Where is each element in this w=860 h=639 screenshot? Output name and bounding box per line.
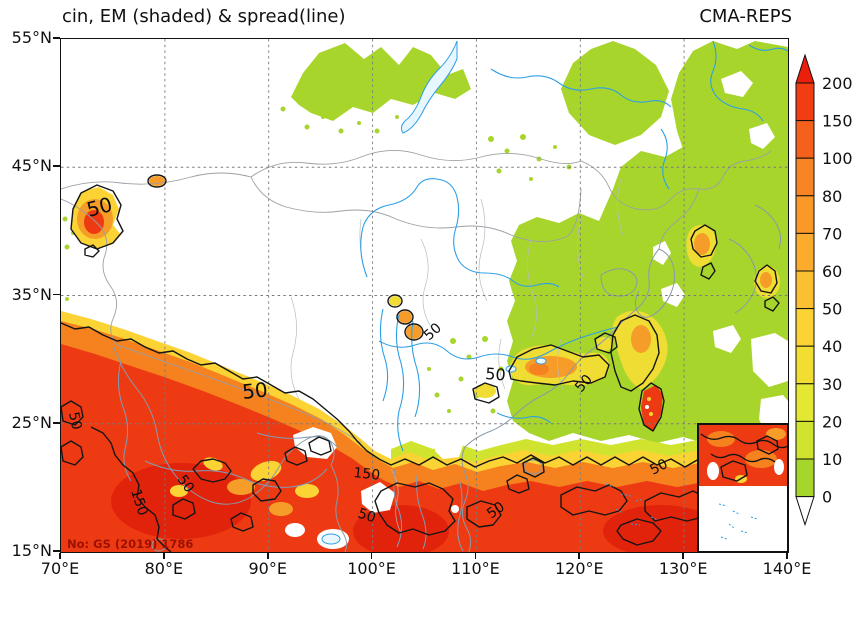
contour-label: 150	[127, 487, 150, 517]
lon-tick-label: 80°E	[144, 559, 184, 578]
lon-tick-label: 120°E	[554, 559, 604, 578]
contour-label: 50	[356, 506, 378, 527]
axis-tick	[53, 421, 60, 424]
contour-label: 150	[353, 465, 381, 484]
colorbar-segment	[795, 157, 815, 197]
colorbar-tick-label: 30	[822, 375, 842, 394]
colorbar-tick-label: 150	[822, 112, 853, 131]
colorbar-tick-label: 40	[822, 337, 842, 356]
axis-tick	[53, 165, 60, 168]
axis-tick	[53, 293, 60, 296]
shading-south-layer	[61, 311, 788, 552]
init-time-block: 2026040206 + 036h 2026040214 + 036h	[64, 580, 273, 639]
colorbar-segment	[795, 458, 815, 498]
contour-label: 50	[65, 411, 84, 432]
island-dashes	[605, 483, 659, 526]
lat-tick-label: 35°N	[11, 284, 52, 304]
rivers-layer	[117, 40, 788, 552]
colorbar-segment	[795, 383, 815, 422]
axis-tick	[163, 553, 165, 559]
axis-tick	[59, 553, 61, 559]
lon-tick-label: 140°E	[762, 559, 812, 578]
lat-tick-label: 55°N	[11, 28, 52, 47]
colorbar-tick-label: 0	[822, 488, 832, 507]
lon-tick-label: 110°E	[451, 559, 500, 578]
colorbar-tick-label: 100	[822, 149, 853, 168]
colorbar-segment	[795, 82, 815, 122]
colorbar-segment	[795, 120, 815, 159]
colorbar-over-arrow	[795, 53, 815, 84]
contour-label: 50	[421, 320, 445, 344]
shading-blobs-layer	[71, 176, 780, 431]
colorbar-tick-label: 50	[822, 300, 842, 319]
axis-tick	[474, 553, 477, 559]
contours-layer	[61, 174, 788, 552]
colorbar-tick-label: 200	[822, 74, 853, 93]
model-label: CMA-REPS	[699, 6, 792, 27]
axis-tick	[53, 37, 60, 39]
axis-tick	[786, 553, 788, 559]
axis-tick	[578, 553, 581, 559]
colorbar-segment	[795, 420, 815, 460]
colorbar-under-arrow	[795, 496, 815, 527]
axis-tick	[370, 553, 373, 559]
lon-tick-label: 130°E	[658, 559, 708, 578]
lon-tick-label: 70°E	[40, 559, 80, 578]
lat-tick-label: 25°N	[11, 412, 52, 432]
lon-tick-label: 100°E	[347, 559, 396, 578]
colorbar-tick-label: 10	[822, 450, 842, 469]
axis-tick	[266, 553, 269, 559]
watermark: No: GS (2019) 1786	[67, 537, 193, 551]
colorbar-tick-label: 80	[822, 187, 842, 206]
inset-map	[697, 423, 788, 552]
contour-label: 50	[485, 364, 507, 384]
colorbar-segment	[795, 232, 815, 272]
contour-label: 50	[647, 456, 670, 478]
colorbar-segment	[795, 270, 815, 310]
colorbar-tick-label: 70	[822, 224, 842, 243]
lat-tick-label: 15°N	[11, 541, 52, 560]
axis-tick	[682, 553, 684, 559]
valid-time-block: 2026040318(UTC) 2026040402(CST)	[619, 580, 792, 639]
colorbar-segment	[795, 195, 815, 234]
colorbar-tick-label: 20	[822, 412, 842, 431]
lat-tick-label: 45°N	[11, 156, 52, 176]
axis-tick	[53, 550, 60, 552]
colorbar-segment	[795, 345, 815, 385]
map-panel: 50 50 150 50 50 150 50 50 50 50 50 50 No: GS (2019)…	[60, 38, 789, 553]
page-title: cin, EM (shaded) & spread(line)	[62, 6, 346, 27]
contour-label: 50	[241, 377, 269, 404]
lon-tick-label: 90°E	[248, 559, 287, 578]
colorbar-tick-label: 60	[822, 262, 842, 281]
colorbar-segment	[795, 308, 815, 347]
